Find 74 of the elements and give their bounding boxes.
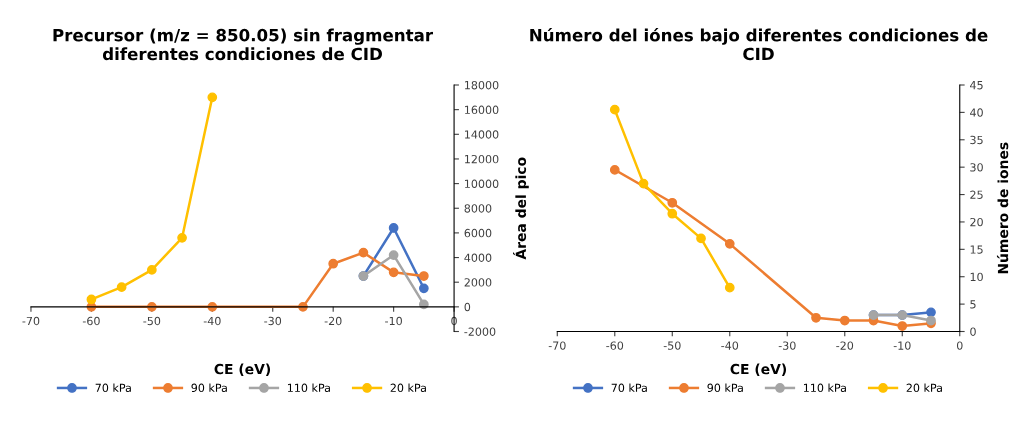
y-tick-label: 10000: [465, 179, 499, 188]
legend-label: 70 kPa: [611, 383, 647, 393]
point: [388, 223, 399, 233]
y-tick-label: 40: [970, 108, 983, 117]
x-tick-label: -10: [385, 316, 402, 326]
x-tick-label: -70: [548, 341, 566, 350]
y-tick-label: 8000: [464, 204, 492, 213]
point: [328, 258, 339, 269]
legend-label: 90 kPa: [707, 383, 743, 393]
chart-title: Precursor (m/z = 850.05) sin fragmentar diferentes condiciones de CID: [53, 28, 434, 61]
y-tick-label: 4000: [464, 253, 492, 262]
x-tick-label: -40: [203, 316, 221, 326]
point: [724, 282, 735, 293]
point: [609, 165, 620, 175]
y-tick-label: 2000: [464, 278, 492, 287]
y-tick-label: 30: [970, 163, 983, 172]
chart-title: Número del iónes bajo diferentes condiciones de CID: [530, 27, 988, 61]
x-tick-label: -60: [82, 316, 100, 326]
x-tick-label: -30: [778, 341, 796, 350]
point: [418, 283, 429, 294]
x-tick-label: -20: [836, 341, 854, 350]
point: [358, 247, 369, 258]
y-axis-title: Número de iones: [996, 142, 1009, 274]
point: [638, 178, 649, 189]
y-tick-label: -2000: [464, 327, 496, 336]
y-tick-label: 6000: [464, 228, 492, 238]
point: [86, 294, 97, 305]
x-tick-label: -50: [663, 341, 681, 350]
x-tick-label: -20: [324, 316, 342, 326]
point: [926, 307, 936, 318]
point: [388, 267, 399, 278]
y-tick-label: 45: [970, 81, 983, 90]
point: [696, 233, 706, 244]
y-tick-label: 0: [464, 302, 471, 312]
x-axis-title: CE (eV): [214, 363, 271, 376]
x-tick-label: 0: [956, 341, 963, 350]
point: [116, 282, 127, 292]
y-tick-label: 5: [970, 300, 976, 309]
y-axis-title: Área del pico: [513, 157, 529, 260]
x-tick-label: -60: [606, 341, 624, 350]
point: [667, 197, 678, 208]
y-tick-label: 15: [970, 245, 983, 254]
point: [667, 208, 678, 219]
point: [609, 104, 620, 115]
point: [897, 321, 908, 331]
x-tick-label: -10: [893, 341, 911, 350]
point: [418, 271, 429, 281]
y-tick-label: 16000: [465, 105, 499, 115]
point: [811, 312, 821, 323]
y-tick-label: 10: [970, 272, 983, 282]
y-tick-label: 12000: [465, 154, 499, 164]
y-tick-label: 20: [970, 217, 983, 227]
point: [724, 238, 735, 249]
y-tick-label: 14000: [465, 130, 499, 139]
legend-label: 110 kPa: [803, 383, 846, 393]
point: [839, 315, 850, 326]
legend-label: 70 kPa: [95, 383, 131, 393]
y-tick-label: 25: [970, 190, 983, 199]
legend-label: 20 kPa: [390, 383, 426, 393]
x-tick-label: -30: [264, 316, 282, 326]
x-axis-title: CE (eV): [730, 363, 787, 376]
legend-label: 110 kPa: [287, 383, 330, 393]
x-tick-label: -40: [721, 341, 739, 350]
point: [177, 232, 187, 243]
y-tick-label: 35: [970, 135, 983, 145]
legend-label: 20 kPa: [906, 383, 942, 393]
y-tick-label: 0: [970, 327, 976, 336]
y-tick-label: 18000: [465, 80, 499, 90]
point: [388, 250, 399, 260]
legend-label: 90 kPa: [191, 383, 227, 393]
point: [146, 265, 157, 275]
x-tick-label: -70: [22, 316, 40, 326]
x-tick-label: -50: [143, 316, 161, 326]
point: [207, 92, 218, 103]
